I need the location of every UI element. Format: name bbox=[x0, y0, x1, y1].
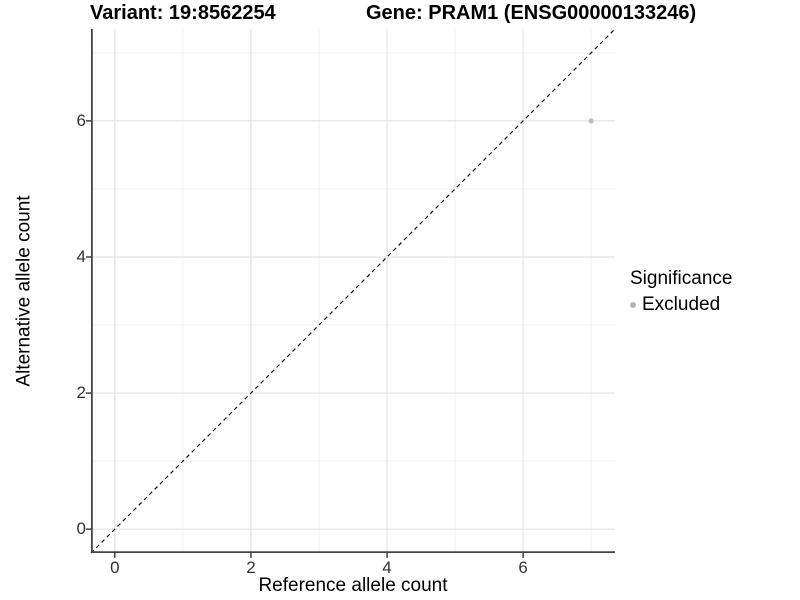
y-tick-label: 2 bbox=[76, 383, 86, 403]
x-tick-label: 0 bbox=[110, 558, 120, 577]
data-point-excluded bbox=[588, 118, 594, 124]
y-tick-label: 6 bbox=[76, 110, 86, 130]
y-tick-labels: 0 2 4 6 bbox=[56, 29, 86, 553]
x-tick-label: 4 bbox=[382, 558, 392, 577]
legend-label: Excluded bbox=[642, 294, 721, 315]
x-axis-title: Reference allele count bbox=[258, 575, 448, 596]
y-axis-title-wrap: Alternative allele count bbox=[14, 29, 36, 553]
legend: Significance Excluded bbox=[630, 268, 732, 316]
x-tick-label: 6 bbox=[518, 558, 528, 577]
plot-title-variant: Variant: 19:8562254 bbox=[90, 2, 276, 24]
plot-title-gene: Gene: PRAM1 (ENSG00000133246) bbox=[366, 2, 697, 24]
plot-canvas bbox=[86, 28, 616, 558]
plot-panel bbox=[86, 28, 616, 558]
y-axis-title: Alternative allele count bbox=[14, 195, 36, 387]
x-tick-label: 2 bbox=[246, 558, 256, 577]
y-tick-label: 4 bbox=[76, 246, 86, 266]
legend-point-icon bbox=[630, 302, 636, 308]
legend-title: Significance bbox=[630, 268, 733, 289]
identity-dashed-line bbox=[90, 28, 616, 554]
y-tick-label: 0 bbox=[76, 519, 86, 539]
legend-entry-excluded: Excluded bbox=[630, 294, 732, 316]
x-tick-labels: 0 2 4 6 bbox=[91, 558, 615, 578]
